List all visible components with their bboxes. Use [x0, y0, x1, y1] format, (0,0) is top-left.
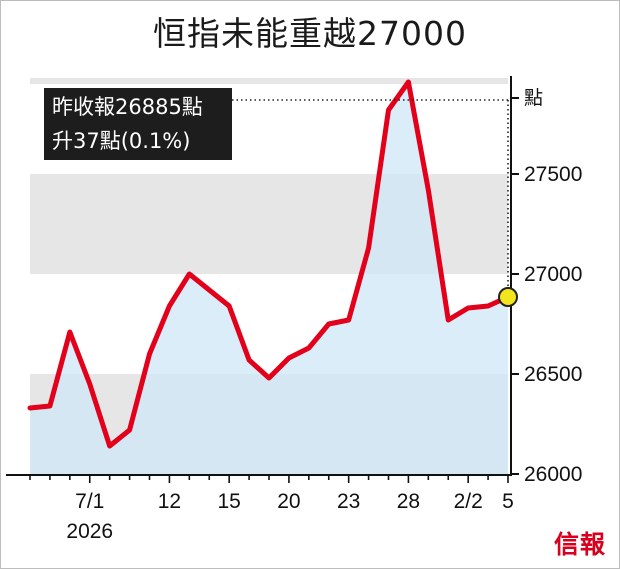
- x-tick-label-7: 5: [502, 490, 514, 513]
- x-tick-label-2: 15: [217, 490, 240, 513]
- chart-title: 恒指未能重越27000: [153, 14, 467, 53]
- x-tick-label-3: 20: [277, 490, 300, 513]
- change-text: 升37點(0.1%): [52, 129, 191, 153]
- y-axis-ticks: 26000 26500 27000 27500 點: [511, 87, 582, 486]
- last-value-marker: [498, 287, 518, 307]
- x-tick-label-0: 7/1: [75, 490, 104, 513]
- x-tick-label-4: 23: [337, 490, 360, 513]
- area-layer: [30, 82, 508, 474]
- close-price-text: 昨收報26885點: [52, 95, 203, 119]
- x-axis-ticks: 7/1 12 15 20 23 28 2/2 5 2026: [29, 475, 514, 543]
- x-tick-label-5: 28: [397, 490, 420, 513]
- y-unit-label: 點: [524, 87, 543, 109]
- info-box: 昨收報26885點 升37點(0.1%): [44, 88, 232, 160]
- area-fill: [30, 82, 508, 474]
- guide-lines: [232, 99, 509, 297]
- x-tick-label-6: 2/2: [454, 490, 483, 513]
- brand-logo: 信報: [553, 530, 606, 559]
- y-tick-label-3: 27500: [524, 163, 582, 186]
- x-tick-label-1: 12: [158, 490, 181, 513]
- y-tick-label-2: 27000: [524, 263, 582, 286]
- marker-layer: [498, 287, 518, 307]
- y-tick-label-1: 26500: [524, 363, 582, 386]
- x-sub-label: 2026: [66, 520, 113, 543]
- y-tick-label-0: 26000: [524, 463, 582, 486]
- line-layer: [27, 79, 511, 449]
- band-top: [30, 78, 508, 84]
